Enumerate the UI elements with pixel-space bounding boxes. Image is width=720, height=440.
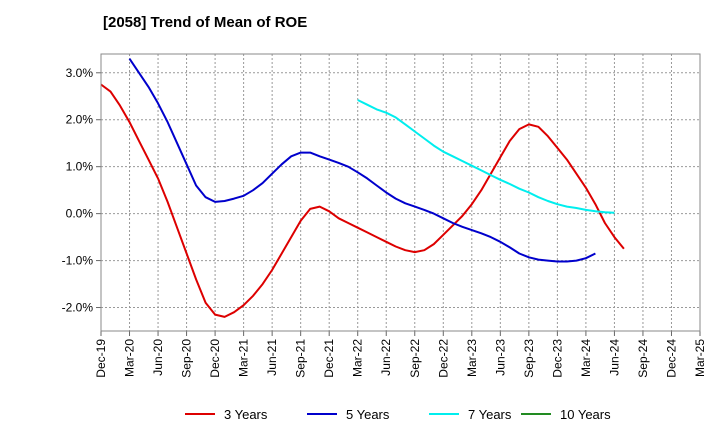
x-tick-label: Dec-19 <box>94 339 108 378</box>
y-tick-label: -1.0% <box>62 254 94 268</box>
series-line-3-years <box>100 83 625 318</box>
x-tick-label: Jun-20 <box>151 339 165 376</box>
legend-label-5-years: 5 Years <box>346 407 390 422</box>
series-layer <box>100 58 625 318</box>
x-tick-label: Mar-23 <box>465 339 479 377</box>
y-tick-label: 3.0% <box>66 66 94 80</box>
x-tick-label: Jun-23 <box>493 339 507 376</box>
legend-label-3-years: 3 Years <box>224 407 268 422</box>
x-tick-label: Dec-20 <box>208 339 222 378</box>
x-tick-label: Mar-22 <box>351 339 365 377</box>
x-tick-label: Dec-23 <box>550 339 564 378</box>
x-tick-label: Sep-23 <box>522 339 536 378</box>
x-tick-label: Sep-22 <box>408 339 422 378</box>
x-tick-label: Jun-24 <box>607 339 621 376</box>
x-tick-label: Mar-24 <box>579 339 593 377</box>
x-tick-label: Sep-24 <box>636 339 650 378</box>
legend-label-7-years: 7 Years <box>468 407 512 422</box>
x-tick-label: Jun-21 <box>265 339 279 376</box>
y-tick-label: 2.0% <box>66 113 94 127</box>
x-tick-label: Mar-20 <box>123 339 137 377</box>
axis-layer: 3.0% 2.0% 1.0% 0.0% -1.0% -2.0% Dec-19 Mar-20 Ju… <box>62 53 707 378</box>
x-tick-label: Mar-25 <box>693 339 707 377</box>
x-tick-label: Dec-21 <box>322 339 336 378</box>
x-tick-label: Dec-22 <box>436 339 450 378</box>
legend: 3 Years 5 Years 7 Years 10 Years <box>185 407 611 422</box>
grid-layer <box>100 54 701 331</box>
series-line-5-years <box>128 58 596 263</box>
plot-frame <box>100 53 701 332</box>
y-tick-label: 0.0% <box>66 207 94 221</box>
x-tick-label: Sep-20 <box>180 339 194 378</box>
chart-title: [2058] Trend of Mean of ROE <box>103 14 308 31</box>
x-tick-label: Dec-24 <box>664 339 678 378</box>
x-tick-label: Jun-22 <box>379 339 393 376</box>
y-tick-label: -2.0% <box>62 301 94 315</box>
series-line-7-years <box>357 99 615 214</box>
legend-label-10-years: 10 Years <box>560 407 611 422</box>
y-tick-label: 1.0% <box>66 160 94 174</box>
x-tick-label: Mar-21 <box>237 339 251 377</box>
x-tick-label: Sep-21 <box>294 339 308 378</box>
